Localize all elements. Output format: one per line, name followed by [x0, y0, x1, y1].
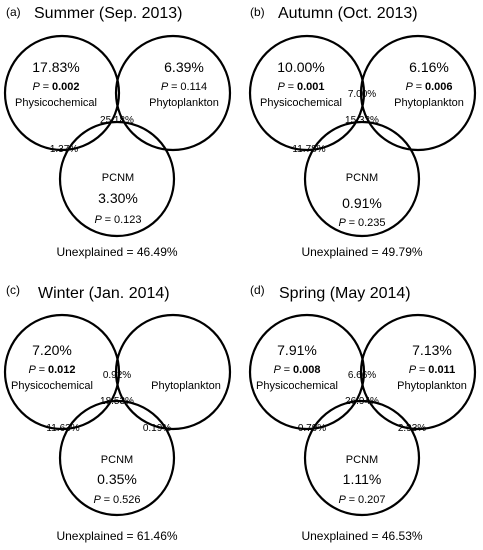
panel-letter: (a): [6, 5, 21, 19]
physicochemical-p: P = 0.001: [278, 81, 325, 93]
phys-pcnm-overlap: 11.78%: [292, 144, 325, 155]
phys-phyto-overlap: 6.66%: [348, 370, 376, 381]
p-prefix: P =: [339, 217, 358, 229]
pcnm-pct: 3.30%: [98, 190, 138, 206]
panel-title: Summer (Sep. 2013): [34, 5, 183, 22]
p-prefix: P =: [95, 214, 114, 226]
pcnm-circle: [58, 120, 176, 238]
all-three-overlap: 18.53%: [100, 396, 134, 407]
phys-phyto-overlap: 7.00%: [348, 89, 376, 100]
p-prefix: P =: [274, 364, 293, 376]
physicochemical-pct: 10.00%: [277, 59, 324, 75]
pcnm-circle: [303, 120, 421, 238]
physicochemical-circle: [248, 313, 366, 431]
phytoplankton-circle: [114, 34, 232, 152]
pcnm-pct: 0.91%: [342, 195, 382, 211]
phytoplankton-label: Phytoplankton: [151, 380, 221, 392]
all-three-overlap: 26.94%: [345, 396, 379, 407]
pcnm-label: PCNM: [101, 454, 133, 466]
physicochemical-circle: [3, 34, 121, 152]
panel-letter: (b): [250, 5, 265, 19]
p-value: 0.207: [358, 494, 386, 506]
pcnm-label: PCNM: [102, 172, 134, 184]
panel-b: (b) Autumn (Oct. 2013) 10.00% P = 0.001 …: [248, 5, 477, 259]
phytoplankton-circle: [359, 34, 477, 152]
panel-title: Autumn (Oct. 2013): [278, 5, 418, 22]
p-value: 0.114: [180, 81, 207, 93]
phyto-pcnm-overlap: 2.93%: [398, 423, 426, 434]
phytoplankton-p: P = 0.006: [406, 81, 453, 93]
phys-pcnm-overlap: 0.79%: [298, 423, 326, 434]
phyto-pcnm-overlap: 0.19%: [143, 423, 171, 434]
physicochemical-label: Physicochemical: [256, 380, 338, 392]
p-value: 0.235: [358, 217, 386, 229]
panel-d: (d) Spring (May 2014) 7.91% P = 0.008 Ph…: [248, 283, 477, 543]
physicochemical-circle: [3, 313, 121, 431]
physicochemical-pct: 7.91%: [277, 342, 317, 358]
p-prefix: P =: [33, 81, 52, 93]
p-prefix: P =: [406, 81, 425, 93]
physicochemical-label: Physicochemical: [260, 97, 342, 109]
p-value: 0.011: [428, 364, 455, 376]
p-prefix: P =: [94, 494, 113, 506]
panel-a: (a) Summer (Sep. 2013) 17.83% P = 0.002 …: [3, 5, 232, 259]
physicochemical-p: P = 0.008: [274, 364, 321, 376]
p-prefix: P =: [278, 81, 297, 93]
physicochemical-label: Physicochemical: [11, 380, 93, 392]
phys-pcnm-overlap: 1.37%: [50, 144, 78, 155]
phytoplankton-circle: [114, 313, 232, 431]
pcnm-pct: 0.35%: [97, 471, 137, 487]
p-value: 0.012: [48, 364, 76, 376]
phytoplankton-circle: [359, 313, 477, 431]
phytoplankton-pct: 7.13%: [412, 342, 452, 358]
physicochemical-circle: [248, 34, 366, 152]
panel-c: (c) Winter (Jan. 2014) 7.20% P = 0.012 P…: [3, 283, 232, 543]
physicochemical-pct: 17.83%: [32, 59, 79, 75]
phytoplankton-pct: 6.39%: [164, 59, 204, 75]
panel-title: Spring (May 2014): [279, 285, 411, 302]
p-value: 0.001: [297, 81, 325, 93]
phytoplankton-label: Phytoplankton: [397, 380, 467, 392]
physicochemical-pct: 7.20%: [32, 342, 72, 358]
p-value: 0.123: [114, 214, 142, 226]
pcnm-label: PCNM: [346, 172, 378, 184]
pcnm-p: P = 0.526: [94, 494, 141, 506]
phys-phyto-overlap: 0.92%: [103, 370, 131, 381]
physicochemical-p: P = 0.002: [33, 81, 80, 93]
pcnm-p: P = 0.235: [339, 217, 386, 229]
phys-pcnm-overlap: 11.63%: [46, 423, 79, 434]
physicochemical-p: P = 0.012: [29, 364, 76, 376]
panel-letter: (d): [250, 283, 265, 297]
pcnm-p: P = 0.207: [339, 494, 386, 506]
p-value: 0.006: [425, 81, 453, 93]
unexplained-label: Unexplained = 49.79%: [301, 245, 422, 259]
pcnm-p: P = 0.123: [95, 214, 142, 226]
phytoplankton-label: Phytoplankton: [394, 97, 464, 109]
pcnm-label: PCNM: [346, 454, 378, 466]
physicochemical-label: Physicochemical: [15, 97, 97, 109]
pcnm-pct: 1.11%: [343, 471, 382, 487]
panel-letter: (c): [6, 283, 20, 297]
p-prefix: P =: [409, 364, 428, 376]
pcnm-circle: [58, 399, 176, 517]
all-three-overlap: 15.33%: [345, 115, 379, 126]
p-value: 0.526: [113, 494, 141, 506]
phytoplankton-p: P = 0.114: [161, 81, 207, 93]
phytoplankton-pct: 6.16%: [409, 59, 449, 75]
p-value: 0.002: [52, 81, 80, 93]
phytoplankton-label: Phytoplankton: [149, 97, 219, 109]
pcnm-circle: [303, 399, 421, 517]
all-three-overlap: 25.18%: [100, 115, 134, 126]
p-prefix: P =: [161, 81, 180, 93]
phytoplankton-p: P = 0.011: [409, 364, 455, 376]
panel-title: Winter (Jan. 2014): [38, 285, 170, 302]
p-prefix: P =: [29, 364, 48, 376]
unexplained-label: Unexplained = 61.46%: [56, 529, 177, 543]
unexplained-label: Unexplained = 46.49%: [56, 245, 177, 259]
unexplained-label: Unexplained = 46.53%: [301, 529, 422, 543]
p-prefix: P =: [339, 494, 358, 506]
p-value: 0.008: [293, 364, 321, 376]
